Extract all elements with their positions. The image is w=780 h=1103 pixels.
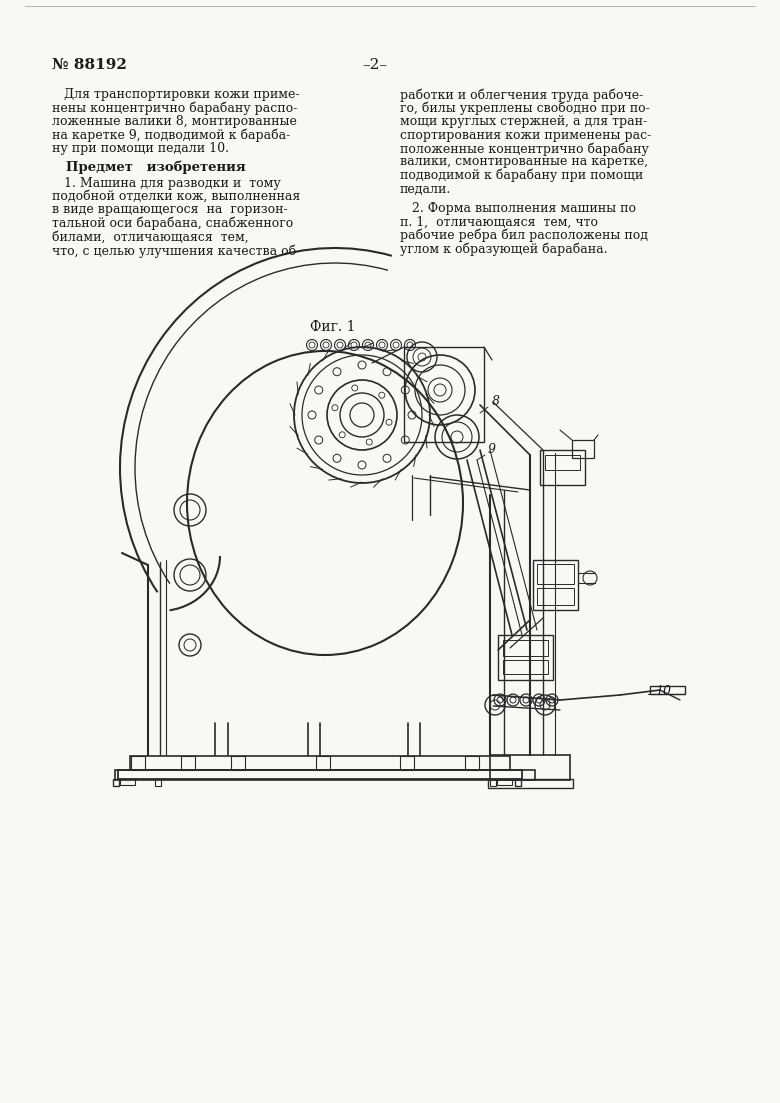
Text: 8: 8 [492,395,500,408]
Text: рабочие ребра бил расположены под: рабочие ребра бил расположены под [400,229,648,243]
Text: подобной отделки кож, выполненная: подобной отделки кож, выполненная [52,190,300,203]
Text: п. 1,  отличающаяся  тем, что: п. 1, отличающаяся тем, что [400,215,598,228]
Bar [231,756,245,770]
Text: ну при помощи педали 10.: ну при помощи педали 10. [52,142,229,156]
Bar [537,564,574,583]
Bar [515,779,521,786]
Text: 10: 10 [655,685,671,698]
Text: мощи круглых стержней, а для тран-: мощи круглых стержней, а для тран- [400,115,647,128]
Bar [540,450,585,485]
Text: Для транспортировки кожи приме-: Для транспортировки кожи приме- [52,88,300,101]
Text: билами,  отличающаяся  тем,: билами, отличающаяся тем, [52,231,249,244]
Bar [316,756,330,770]
Bar [490,779,496,786]
Text: на каретке 9, подводимой к бараба-: на каретке 9, подводимой к бараба- [52,129,290,142]
Bar [533,560,578,610]
Text: 2. Форма выполнения машины по: 2. Форма выполнения машины по [400,202,636,215]
Bar [572,440,594,458]
Text: ложенные валики 8, монтированные: ложенные валики 8, монтированные [52,115,297,128]
Bar [118,770,522,779]
Bar [537,588,574,606]
Bar [115,770,535,780]
Text: валики, смонтированные на каретке,: валики, смонтированные на каретке, [400,156,648,169]
Bar [498,635,553,681]
Bar [650,686,685,694]
Text: подводимой к барабану при помощи: подводимой к барабану при помощи [400,169,644,182]
Bar [155,779,161,786]
Bar [130,756,510,770]
Bar [465,756,479,770]
Bar [545,456,580,470]
Text: 1. Машина для разводки и  тому: 1. Машина для разводки и тому [52,176,281,190]
Bar [113,779,119,786]
Text: работки и облегчения труда рабоче-: работки и облегчения труда рабоче- [400,88,644,101]
Text: 9: 9 [488,443,496,456]
Text: в виде вращающегося  на  горизон-: в виде вращающегося на горизон- [52,203,288,216]
Bar [131,756,145,770]
Bar [181,756,195,770]
Bar [490,754,570,780]
Bar [400,756,414,770]
Text: положенные концентрично барабану: положенные концентрично барабану [400,142,649,156]
Text: углом к образующей барабана.: углом к образующей барабана. [400,243,608,256]
Text: спортирования кожи применены рас-: спортирования кожи применены рас- [400,129,651,141]
Bar [120,779,135,785]
Text: Предмет   изобретения: Предмет изобретения [52,161,246,174]
Text: что, с целью улучшения качества об-: что, с целью улучшения качества об- [52,244,300,257]
Bar [503,640,548,656]
Bar [488,779,573,788]
Text: педали.: педали. [400,182,452,195]
Text: нены концентрично барабану распо-: нены концентрично барабану распо- [52,101,297,115]
Text: тальной оси барабана, снабженного: тальной оси барабана, снабженного [52,217,293,231]
Text: –2–: –2– [363,58,388,72]
Bar [497,779,512,785]
Text: Фиг. 1: Фиг. 1 [310,320,356,334]
Bar [404,347,484,442]
Text: го, билы укреплены свободно при по-: го, билы укреплены свободно при по- [400,101,650,115]
Bar [503,660,548,674]
Text: № 88192: № 88192 [52,58,127,72]
